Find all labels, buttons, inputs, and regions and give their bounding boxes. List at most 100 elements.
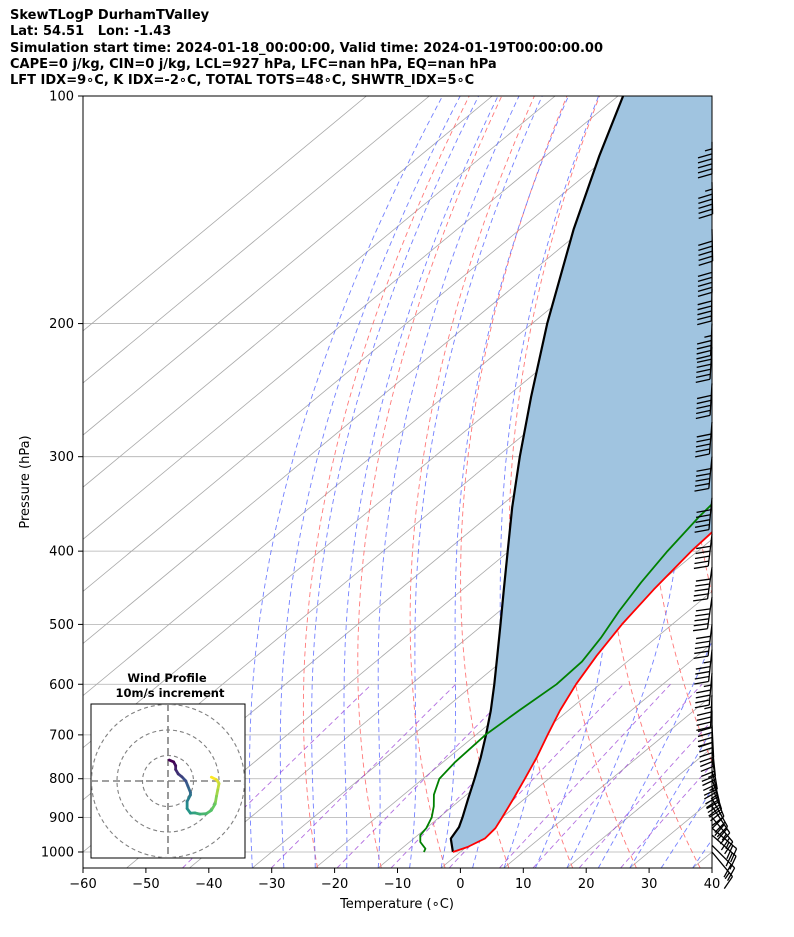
wind-barb-flag	[694, 618, 709, 622]
wind-barb-flag	[696, 635, 711, 640]
wind-barb-flag	[697, 271, 713, 278]
isotherm-line	[83, 96, 430, 384]
wind-barb-half-flag	[704, 334, 712, 338]
wind-barb-flag	[698, 213, 713, 220]
wind-barb-flag	[695, 414, 711, 420]
wind-barb-flag	[694, 675, 710, 680]
x-tick-label: 20	[578, 877, 595, 892]
wind-barb-flag	[724, 841, 734, 855]
wind-barb-half-flag	[725, 841, 730, 850]
y-tick-label: 800	[49, 772, 74, 787]
wind-barb-flag	[698, 255, 713, 262]
wind-barb-flag	[696, 358, 712, 364]
wind-barb-flag	[695, 583, 710, 587]
wind-barb-half-flag	[703, 660, 711, 664]
chart-times: Simulation start time: 2024-01-18_00:00:…	[10, 40, 603, 56]
chart-location: Lat: 54.51 Lon: -1.43	[10, 24, 172, 40]
parcel-profile-line	[449, 96, 625, 853]
moist-adiabat-line	[311, 96, 480, 868]
wind-barb-flag	[699, 756, 714, 763]
wind-barb-flag	[696, 716, 712, 722]
wind-barb-flag	[694, 680, 709, 685]
wind-barb-flag	[696, 399, 712, 405]
wind-barb-flag	[726, 845, 734, 860]
isotherm-line	[440, 643, 712, 868]
mixing-ratio-line	[620, 763, 712, 868]
wind-barb-flag	[714, 824, 725, 837]
wind-barb-flag	[697, 300, 712, 306]
wind-barb-half-flag	[703, 684, 712, 688]
cin-shading	[450, 96, 712, 852]
wind-barb-flag	[697, 153, 713, 159]
hodograph-title: Wind Profile	[127, 671, 207, 685]
wind-barb-flag	[703, 783, 717, 791]
moist-adiabat-line	[629, 728, 712, 868]
wind-barb-staff	[708, 456, 713, 489]
wind-barb-flag	[695, 608, 711, 612]
dry-adiabat-line	[770, 96, 794, 868]
wind-barb-flag	[698, 240, 713, 247]
x-tick-label: −30	[258, 877, 285, 892]
dry-adiabat-line	[409, 96, 535, 868]
isotherm-line	[252, 486, 712, 868]
wind-barb-flag	[697, 320, 712, 326]
dry-adiabat-line	[460, 96, 568, 868]
wind-barb-flag	[696, 438, 711, 443]
wind-barb-flag	[695, 477, 710, 482]
wind-barb-flag	[711, 816, 725, 826]
wind-barb-flag	[694, 487, 709, 492]
wind-barb-flag	[697, 291, 713, 298]
wind-barb-flag	[694, 588, 710, 592]
chart-header: SkewTLogP DurhamTValley Lat: 54.51 Lon: …	[10, 8, 603, 89]
x-tick-label: 0	[456, 877, 464, 892]
wind-barb-flag	[729, 855, 737, 870]
wind-barb-flag	[696, 689, 711, 694]
wind-barb-flag	[697, 173, 713, 179]
mixing-ratio-line	[532, 683, 703, 868]
wind-barb-flag	[696, 467, 711, 472]
wind-barb-staff	[711, 798, 729, 827]
wind-barb-flag	[698, 203, 713, 210]
moist-adiabat-line	[440, 96, 569, 868]
moist-adiabat-line	[279, 96, 461, 868]
wind-barb-flag	[695, 699, 710, 704]
wind-barb-flag	[696, 726, 711, 731]
wind-barb-flag	[697, 158, 713, 164]
wind-barb-flag	[696, 363, 712, 369]
wind-barb-half-flag	[724, 872, 730, 880]
mixing-ratio-line	[448, 683, 624, 868]
wind-barb-flag	[699, 746, 714, 753]
wind-barb-flag	[697, 276, 713, 283]
wind-barb-flag	[717, 828, 728, 841]
wind-barb-flag	[701, 775, 716, 782]
mixing-ratio-line	[499, 683, 671, 868]
y-tick-label: 200	[49, 317, 74, 332]
dry-adiabat-line	[357, 96, 503, 868]
wind-barb-flag	[697, 163, 713, 169]
wind-barb-staff	[707, 534, 713, 567]
wind-barb-flag	[695, 640, 710, 645]
wind-barb-flag	[695, 453, 710, 458]
mixing-ratio-line	[336, 683, 519, 868]
y-tick-label: 600	[49, 678, 74, 693]
x-tick-label: −60	[69, 877, 96, 892]
axes: −60 −50 −40 −30 −20 −10 0 10 20 30 40 1000 900 800 700…	[41, 90, 720, 893]
wind-barb-flag	[696, 354, 711, 360]
wind-barb-flag	[695, 519, 711, 523]
y-tick-label: 400	[49, 545, 74, 560]
wind-barb-flag	[696, 711, 712, 717]
wind-barb-flag	[698, 198, 713, 205]
wind-barb-staff	[706, 596, 713, 629]
wind-barb-flag	[693, 593, 709, 597]
wind-barb-staff	[707, 624, 713, 657]
wind-barb-flag	[701, 770, 716, 778]
moist-adiabat-line	[249, 96, 443, 868]
wind-barb-flag	[694, 645, 710, 650]
wind-barb-staff	[711, 844, 736, 869]
wind-barb-flag	[695, 448, 710, 453]
isotherm-line	[83, 96, 493, 436]
x-tick-label: 10	[515, 877, 532, 892]
isotherm-line	[83, 96, 367, 332]
wind-barb-flag	[720, 837, 731, 851]
wind-barb-flag	[695, 514, 711, 518]
